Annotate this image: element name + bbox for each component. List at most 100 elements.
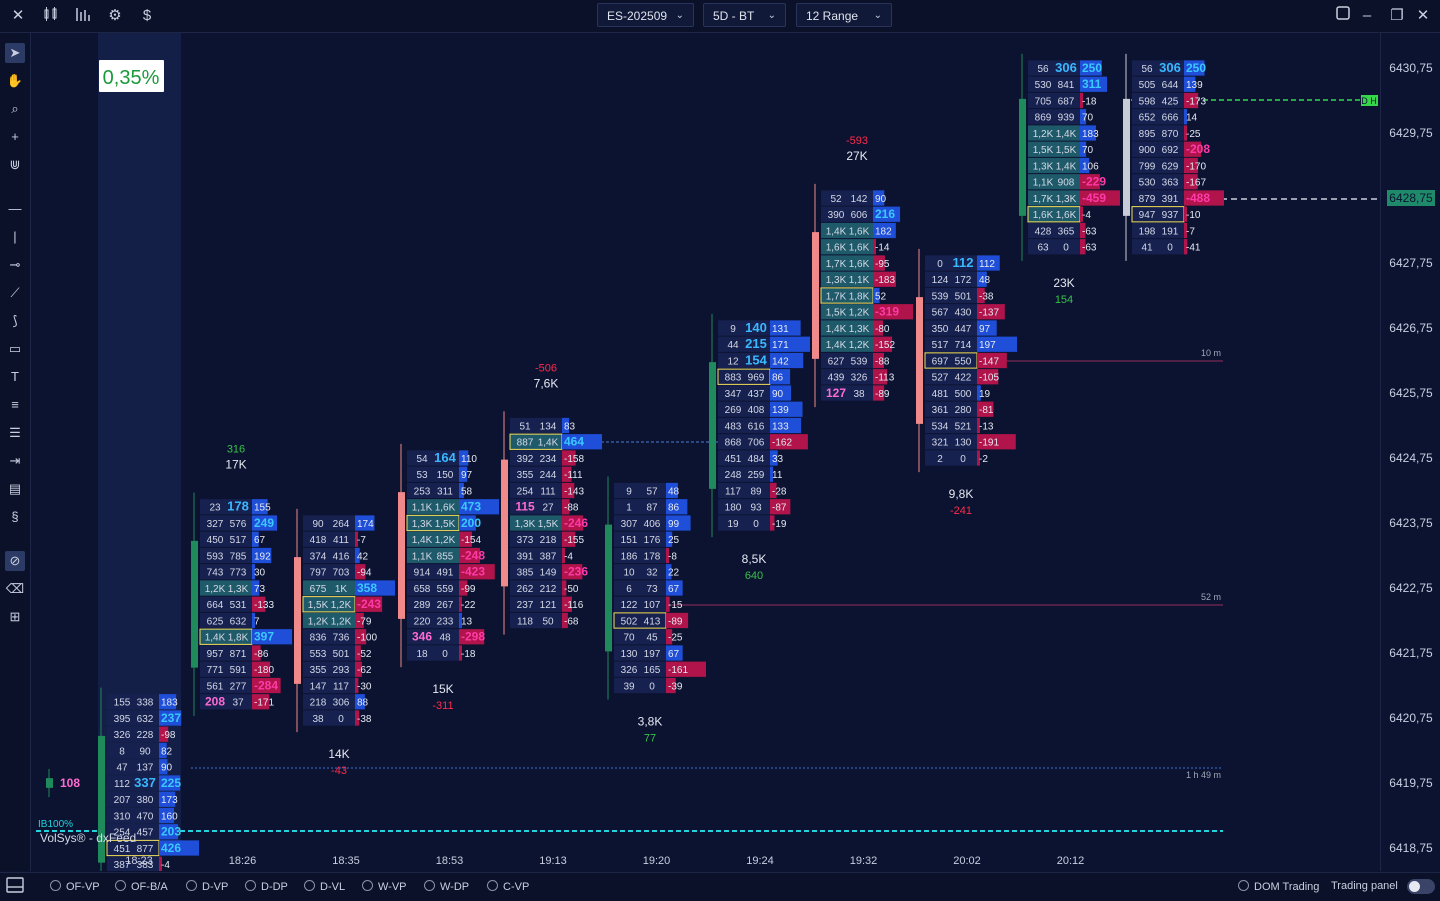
arrow-tool-icon[interactable]: ⇥ bbox=[9, 453, 21, 468]
delta-value: 25 bbox=[668, 535, 680, 546]
delta-value: 58 bbox=[461, 486, 473, 497]
cell-bg bbox=[1028, 157, 1080, 174]
cell-bg bbox=[303, 596, 355, 612]
ask-volume: 1,3K bbox=[228, 584, 249, 595]
delta-bar bbox=[459, 612, 462, 629]
cell-bg bbox=[821, 352, 873, 369]
period-dropdown[interactable]: 5D - BT ⌄ bbox=[703, 3, 786, 27]
ask-volume: 1,2K bbox=[849, 340, 870, 351]
bid-volume: 428 bbox=[1035, 226, 1052, 237]
close-window-icon[interactable]: ✕ bbox=[1416, 7, 1430, 24]
rectangle-icon[interactable]: ▭ bbox=[8, 341, 22, 356]
list-icon[interactable]: ☰ bbox=[9, 425, 21, 440]
cell-bg bbox=[303, 677, 355, 694]
bid-volume: 2 bbox=[937, 454, 943, 465]
delta-value: -284 bbox=[254, 678, 278, 692]
ask-volume: 73 bbox=[646, 584, 658, 595]
ask-volume: 714 bbox=[955, 340, 972, 351]
cell-bg bbox=[1132, 157, 1184, 174]
delta-bar bbox=[1184, 92, 1199, 109]
minimize-icon[interactable]: – bbox=[1362, 7, 1372, 24]
add-object-icon[interactable]: ⊞ bbox=[9, 609, 21, 624]
delta-bar bbox=[159, 694, 177, 710]
option-w-vp[interactable]: W-VP bbox=[362, 880, 407, 893]
polyline-icon[interactable]: ⟆ bbox=[12, 313, 18, 328]
aggregation-dropdown[interactable]: 12 Range ⌄ bbox=[796, 3, 892, 27]
trading-panel-toggle[interactable] bbox=[1407, 879, 1435, 894]
option-d-dp[interactable]: D-DP bbox=[245, 880, 288, 893]
ask-volume: 521 bbox=[955, 421, 972, 432]
delta-value: 52 bbox=[875, 291, 887, 302]
candle-body bbox=[98, 735, 105, 863]
fibonacci-icon[interactable]: ≡ bbox=[11, 397, 19, 412]
instrument-dropdown[interactable]: ES-202509 ⌄ bbox=[597, 3, 694, 27]
cell-bg bbox=[614, 482, 666, 499]
price-tick: 6419,75 bbox=[1389, 776, 1433, 790]
dollar-icon[interactable]: $ bbox=[142, 7, 152, 24]
delta-value: 11 bbox=[772, 470, 783, 481]
candles-icon[interactable] bbox=[41, 6, 61, 26]
delta-bar bbox=[873, 271, 896, 287]
panel-toggle-icon[interactable] bbox=[5, 876, 25, 896]
vertical-line-icon[interactable]: | bbox=[13, 229, 17, 244]
option-label: OF-B/A bbox=[131, 881, 168, 893]
delta-value: -88 bbox=[564, 503, 579, 514]
delta-value: -98 bbox=[161, 730, 176, 741]
zoom-icon[interactable]: ⌕ bbox=[11, 101, 19, 116]
ask-volume: 27 bbox=[542, 503, 554, 514]
lock-icon[interactable]: ⊘ bbox=[5, 551, 25, 571]
option-d-vp[interactable]: D-VP bbox=[186, 880, 228, 893]
cell-bg bbox=[1028, 76, 1080, 92]
delta-value: -79 bbox=[357, 616, 372, 627]
delta-bar bbox=[1184, 125, 1187, 141]
price-axis[interactable]: 6430,75 6429,75 6428,75 6427,75 6426,75 6425,… bbox=[1380, 33, 1440, 871]
delta-value: 397 bbox=[254, 630, 274, 644]
delta-value: -143 bbox=[564, 486, 584, 497]
delta-bar bbox=[666, 629, 673, 645]
delta-bar bbox=[459, 629, 485, 645]
bid-volume: 307 bbox=[621, 519, 638, 530]
cell-bg bbox=[1028, 125, 1080, 141]
option-of-b-a[interactable]: OF-B/A bbox=[115, 880, 168, 893]
screenshot-icon[interactable] bbox=[1333, 6, 1353, 26]
delta-bar bbox=[562, 450, 576, 466]
option-w-dp[interactable]: W-DP bbox=[424, 880, 469, 893]
cell-bg bbox=[107, 840, 159, 856]
magnet-icon[interactable]: ⋓ bbox=[9, 157, 21, 172]
ask-volume: 337 bbox=[134, 775, 156, 790]
volume-profile-icon[interactable]: § bbox=[11, 509, 19, 524]
bid-volume: 530 bbox=[1139, 178, 1156, 189]
price-tick: 6421,75 bbox=[1389, 646, 1433, 660]
option-label: OF-VP bbox=[66, 881, 100, 893]
close-icon[interactable]: ✕ bbox=[11, 7, 25, 24]
profile-icon[interactable]: ▤ bbox=[8, 481, 22, 496]
trendline-icon[interactable]: ⟋ bbox=[10, 285, 20, 300]
gear-icon[interactable]: ⚙ bbox=[108, 7, 122, 24]
hand-icon[interactable]: ✋ bbox=[6, 73, 24, 88]
cursor-icon[interactable]: ➤ bbox=[5, 43, 25, 63]
bid-volume: 108 bbox=[60, 776, 80, 790]
bid-volume: 122 bbox=[621, 600, 638, 611]
delta-value: -8 bbox=[668, 551, 677, 562]
horizontal-line-icon[interactable]: — bbox=[8, 201, 22, 216]
delta-bar bbox=[355, 645, 361, 661]
crosshair-icon[interactable]: + bbox=[11, 129, 19, 144]
delta-bar bbox=[355, 677, 359, 694]
eraser-icon[interactable]: ⌫ bbox=[5, 581, 25, 596]
delta-value: -68 bbox=[564, 616, 579, 627]
bar-chart-icon[interactable] bbox=[73, 6, 93, 26]
ray-icon[interactable]: ⊸ bbox=[9, 257, 21, 272]
delta-bar bbox=[459, 564, 495, 580]
text-icon[interactable]: T bbox=[11, 369, 19, 384]
option-of-vp[interactable]: OF-VP bbox=[50, 880, 100, 893]
dom-trading-option[interactable]: DOM Trading bbox=[1238, 880, 1319, 893]
bid-volume: 248 bbox=[725, 470, 742, 481]
bid-volume: 115 bbox=[515, 500, 535, 514]
bid-volume: 900 bbox=[1139, 145, 1156, 156]
option-d-vl[interactable]: D-VL bbox=[304, 880, 345, 893]
option-c-vp[interactable]: C-VP bbox=[487, 880, 529, 893]
ask-volume: 218 bbox=[540, 535, 557, 546]
delta-value: 183 bbox=[1082, 129, 1099, 140]
restore-icon[interactable]: ❐ bbox=[1390, 7, 1404, 24]
